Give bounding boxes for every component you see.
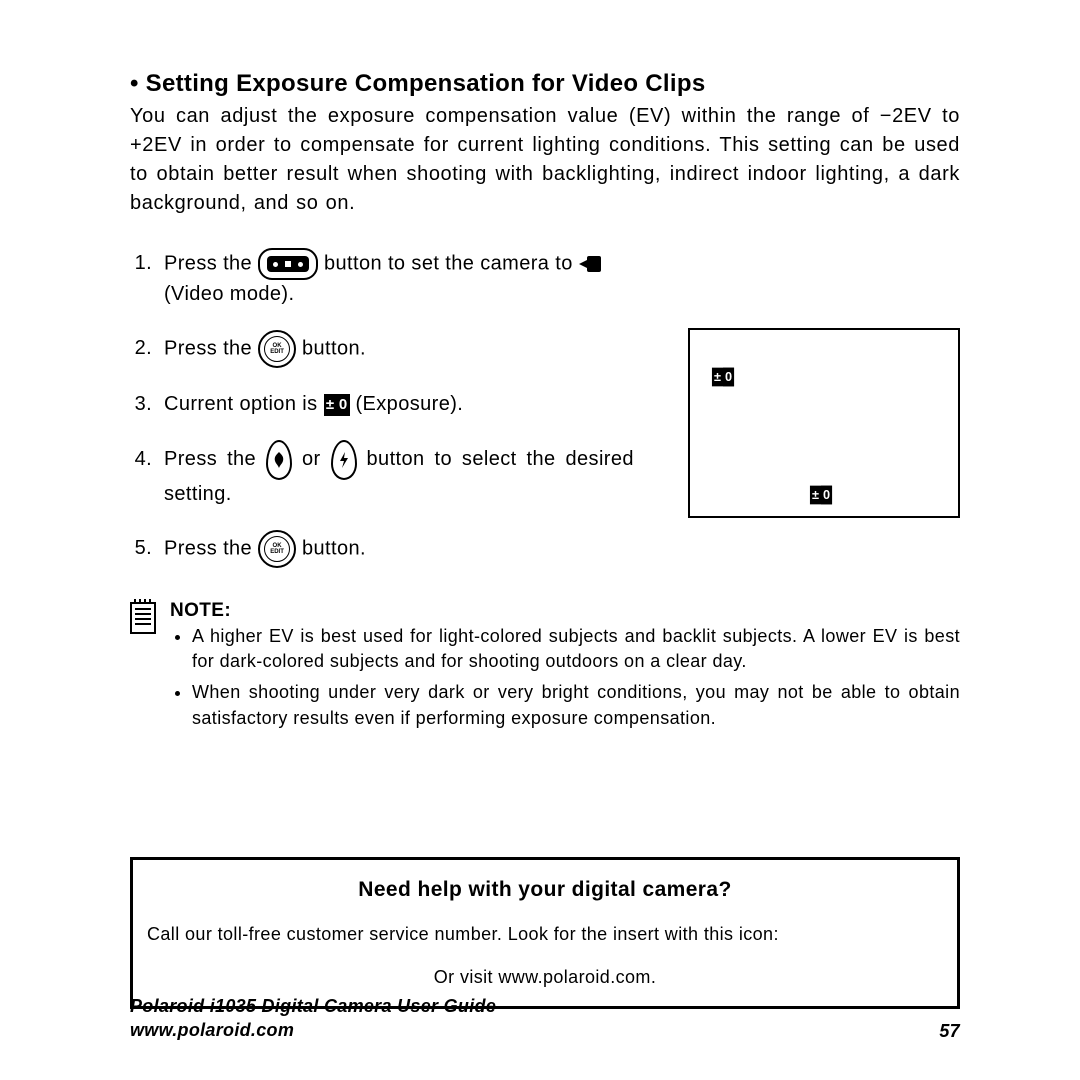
note-body: NOTE: A higher EV is best used for light… [170, 600, 960, 737]
help-line2: Or visit www.polaroid.com. [147, 967, 943, 988]
step-2: Press the OKEDIT button. [158, 330, 658, 368]
step2-pre: Press the [164, 337, 258, 359]
note-list: A higher EV is best used for light-color… [170, 624, 960, 731]
note-section: NOTE: A higher EV is best used for light… [130, 600, 960, 737]
step-4: Press the or button to select the desire… [158, 440, 658, 508]
heading-text: Setting Exposure Compensation for Video … [146, 70, 706, 97]
step-1: Press the button to set the camera to (V… [158, 248, 658, 308]
left-flower-button-icon [266, 440, 292, 480]
lcd-preview-box: ±0 ±0 [688, 328, 960, 518]
preview-exposure-icon-2: ±0 [810, 486, 832, 505]
notepad-icon [130, 602, 156, 634]
help-title: Need help with your digital camera? [147, 878, 943, 902]
step-3: Current option is ±0 (Exposure). [158, 390, 658, 418]
steps-list: Press the button to set the camera to (V… [130, 248, 658, 590]
step3-pre: Current option is [164, 393, 324, 415]
preview-exposure-icon-1: ±0 [712, 368, 734, 387]
edit-text: EDIT [270, 349, 284, 355]
note-item-2: When shooting under very dark or very br… [192, 680, 960, 730]
step1-post: (Video mode). [164, 283, 294, 305]
step-5: Press the OKEDIT button. [158, 530, 658, 568]
mode-button-icon [258, 248, 318, 280]
step1-mid: button to set the camera to [324, 252, 579, 274]
intro-paragraph: You can adjust the exposure compensation… [130, 102, 960, 218]
step2-post: button. [302, 337, 366, 359]
help-line1: Call our toll-free customer service numb… [147, 924, 943, 945]
step4-mid: or [302, 448, 331, 470]
ok-edit-button-icon-2: OKEDIT [258, 530, 296, 568]
note-label: NOTE: [170, 600, 960, 622]
exposure-zero: 0 [337, 394, 350, 416]
section-heading: • Setting Exposure Compensation for Vide… [130, 70, 960, 98]
step4-pre: Press the [164, 448, 266, 470]
manual-page: • Setting Exposure Compensation for Vide… [0, 0, 1080, 1080]
heading-bullet: • [130, 70, 139, 97]
edit-text-2: EDIT [270, 549, 284, 555]
step3-post: (Exposure). [355, 393, 463, 415]
note-item-1: A higher EV is best used for light-color… [192, 624, 960, 674]
step1-pre: Press the [164, 252, 258, 274]
step5-post: button. [302, 537, 366, 559]
page-footer: Polaroid i1035 Digital Camera User Guide… [130, 995, 960, 1042]
step5-pre: Press the [164, 537, 258, 559]
footer-url: www.polaroid.com [130, 1019, 496, 1042]
exposure-icon: ±0 [324, 394, 350, 416]
video-mode-icon [579, 256, 601, 272]
footer-left: Polaroid i1035 Digital Camera User Guide… [130, 995, 496, 1042]
ok-edit-button-icon: OKEDIT [258, 330, 296, 368]
footer-guide: Polaroid i1035 Digital Camera User Guide [130, 995, 496, 1018]
help-box: Need help with your digital camera? Call… [130, 857, 960, 1009]
exposure-pm: ± [324, 394, 337, 416]
right-flash-button-icon [331, 440, 357, 480]
content-row: Press the button to set the camera to (V… [130, 248, 960, 590]
page-number: 57 [939, 1021, 960, 1042]
